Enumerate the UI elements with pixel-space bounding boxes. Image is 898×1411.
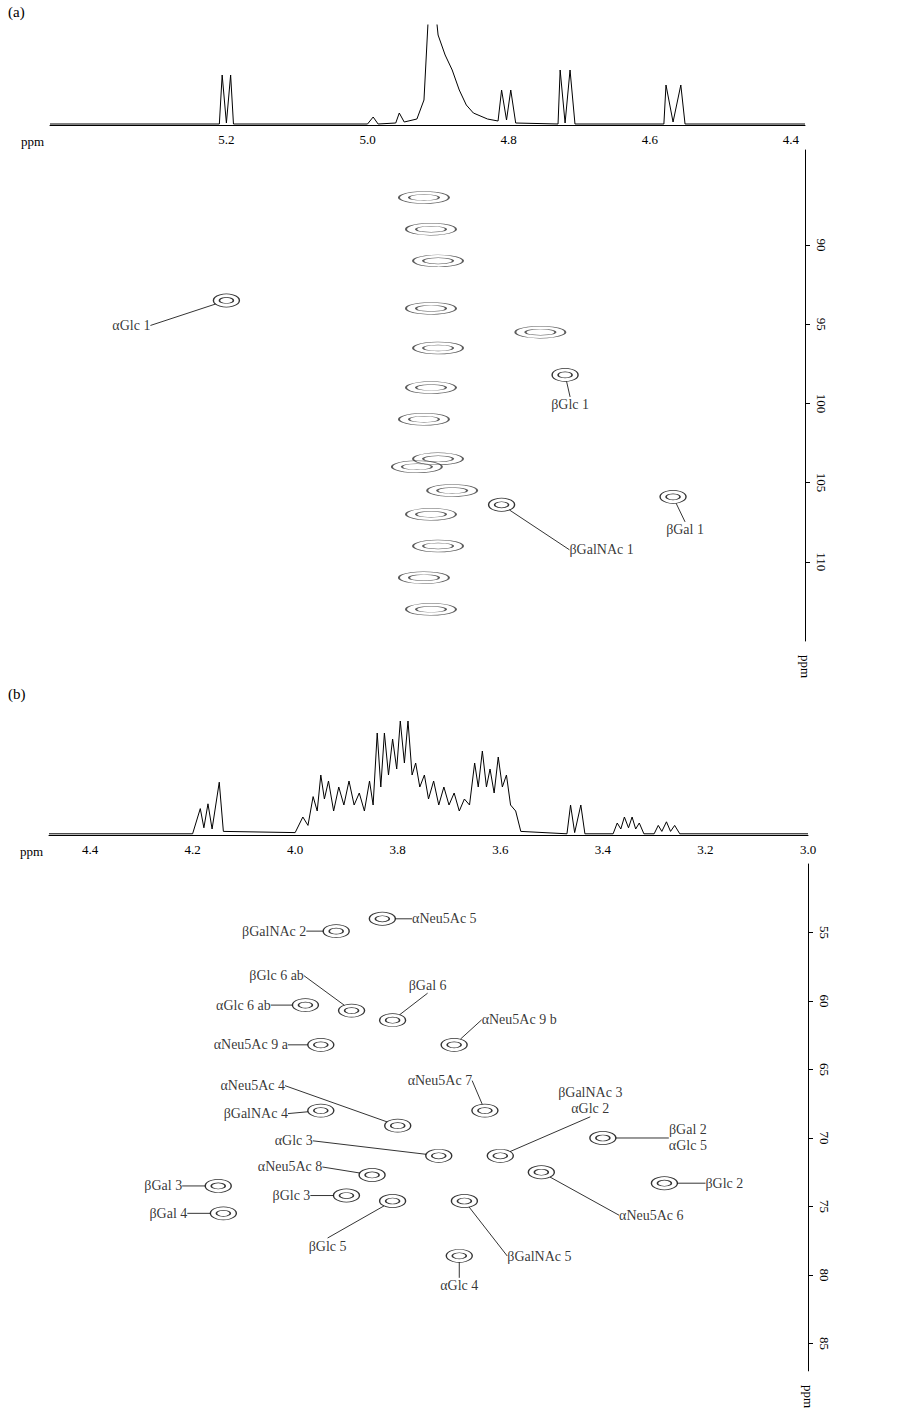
svg-text:βGal 4: βGal 4	[149, 1206, 187, 1221]
svg-text:4.8: 4.8	[501, 132, 517, 147]
svg-text:βGlc 3: βGlc 3	[273, 1188, 311, 1203]
svg-text:4.4: 4.4	[82, 842, 99, 857]
svg-text:βGalNAc 5: βGalNAc 5	[507, 1249, 571, 1264]
svg-text:70: 70	[817, 1131, 832, 1144]
svg-text:110: 110	[814, 552, 829, 571]
svg-text:βGalNAc 4: βGalNAc 4	[224, 1106, 288, 1121]
svg-text:4.4: 4.4	[783, 132, 800, 147]
svg-text:βGalNAc 2: βGalNAc 2	[242, 924, 306, 939]
svg-text:3.0: 3.0	[800, 842, 816, 857]
svg-text:ppm: ppm	[801, 1385, 816, 1408]
svg-text:5.2: 5.2	[218, 132, 234, 147]
svg-text:4.0: 4.0	[287, 842, 303, 857]
svg-text:85: 85	[817, 1337, 832, 1350]
svg-text:αGlc 5: αGlc 5	[669, 1138, 707, 1153]
svg-text:3.6: 3.6	[492, 842, 509, 857]
svg-text:αNeu5Ac 9 b: αNeu5Ac 9 b	[482, 1012, 557, 1027]
svg-text:(a): (a)	[8, 4, 25, 21]
svg-text:95: 95	[814, 318, 829, 331]
svg-text:3.2: 3.2	[697, 842, 713, 857]
svg-text:αNeu5Ac 4: αNeu5Ac 4	[220, 1078, 284, 1093]
svg-text:αNeu5Ac 9 a: αNeu5Ac 9 a	[214, 1037, 289, 1052]
svg-text:βGlc 5: βGlc 5	[309, 1239, 347, 1254]
svg-text:αNeu5Ac 5: αNeu5Ac 5	[412, 911, 476, 926]
svg-text:βGlc 6 ab: βGlc 6 ab	[249, 968, 304, 983]
svg-text:105: 105	[814, 473, 829, 493]
svg-text:60: 60	[817, 994, 832, 1007]
svg-text:65: 65	[817, 1063, 832, 1076]
svg-text:βGalNAc 1: βGalNAc 1	[569, 542, 633, 557]
svg-text:80: 80	[817, 1268, 832, 1281]
svg-text:55: 55	[817, 926, 832, 939]
svg-text:αGlc 2: αGlc 2	[571, 1101, 609, 1116]
svg-text:αGlc 6 ab: αGlc 6 ab	[216, 998, 271, 1013]
svg-text:βGal 2: βGal 2	[669, 1122, 707, 1137]
svg-text:αNeu5Ac 6: αNeu5Ac 6	[619, 1208, 683, 1223]
svg-text:βGal 1: βGal 1	[666, 522, 704, 537]
svg-text:αGlc 4: αGlc 4	[440, 1278, 478, 1293]
svg-text:ppm: ppm	[798, 655, 813, 678]
svg-text:αGlc 3: αGlc 3	[275, 1133, 313, 1148]
svg-text:ppm: ppm	[21, 134, 44, 149]
svg-text:αNeu5Ac 8: αNeu5Ac 8	[258, 1159, 322, 1174]
svg-text:ppm: ppm	[20, 844, 43, 859]
svg-text:αGlc 1: αGlc 1	[112, 318, 150, 333]
svg-text:(b): (b)	[8, 686, 26, 703]
svg-text:3.8: 3.8	[390, 842, 406, 857]
svg-text:75: 75	[817, 1200, 832, 1213]
svg-text:90: 90	[814, 239, 829, 252]
svg-text:βGal 6: βGal 6	[409, 978, 447, 993]
svg-text:4.2: 4.2	[184, 842, 200, 857]
svg-text:100: 100	[814, 394, 829, 414]
svg-text:4.6: 4.6	[642, 132, 659, 147]
svg-text:3.4: 3.4	[595, 842, 612, 857]
svg-text:βGal 3: βGal 3	[144, 1178, 182, 1193]
svg-text:βGlc 1: βGlc 1	[551, 397, 589, 412]
svg-text:βGlc 2: βGlc 2	[705, 1176, 743, 1191]
svg-text:βGalNAc 3: βGalNAc 3	[558, 1085, 622, 1100]
svg-text:5.0: 5.0	[359, 132, 375, 147]
svg-text:αNeu5Ac 7: αNeu5Ac 7	[408, 1073, 472, 1088]
